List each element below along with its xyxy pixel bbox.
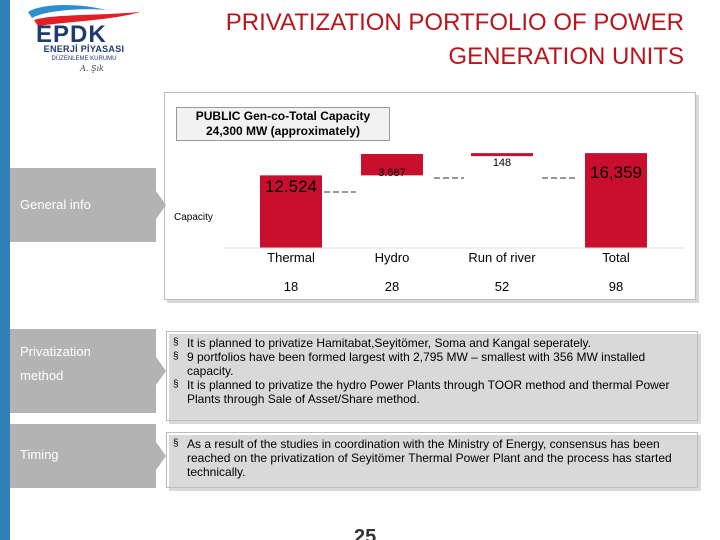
logo-signature: A. Şık (80, 64, 104, 73)
tab-pointer (156, 357, 166, 385)
category-label-hydro: Hydro (374, 250, 410, 265)
tab-pointer (156, 191, 166, 219)
bullet-text: 9 portfolios have been formed largest wi… (187, 350, 646, 378)
bar-thermal (260, 175, 322, 248)
logo-name: ENERJİ PİYASASI (43, 44, 125, 54)
category-label-total: Total (602, 250, 630, 265)
tab-pointer (156, 442, 166, 470)
section-tab-general-info: General info (10, 168, 166, 242)
total-capacity-line-1: PUBLIC Gen-co-Total Capacity (195, 109, 371, 123)
unit-count-total: 98 (608, 279, 624, 294)
total-capacity-box: PUBLIC Gen-co-Total Capacity 24,300 MW (… (176, 107, 390, 141)
section-label-method: method (20, 368, 64, 383)
epdk-logo-mark: EPDK (28, 5, 140, 48)
section-tab-privatization-method: Privatization method (10, 329, 166, 413)
section-label-general: General info (20, 197, 91, 212)
page-number: 25 (354, 526, 377, 540)
bullet-mark: § (173, 351, 179, 362)
bullet-item: § As a result of the studies in coordinat… (171, 437, 689, 479)
bar-total (585, 153, 647, 248)
bullet-item: § 9 portfolios have been formed largest w… (171, 350, 689, 378)
bar-value-label: 12.524 (265, 177, 317, 196)
bar-hydro (361, 153, 423, 176)
timing-box-shadow (169, 435, 701, 491)
total-capacity-line-2: 24,300 MW (approximately) (205, 124, 361, 138)
section-tab-timing: Timing (10, 424, 166, 488)
capacity-chart: Capacity 12.524 3.687 148 16,359 (174, 153, 684, 249)
chart-ylabel: Capacity (174, 212, 213, 223)
privatization-box-shadow (169, 334, 701, 424)
timing-bullets-box: § As a result of the studies in coordinat… (166, 432, 698, 488)
title-line-1: PRIVATIZATION PORTFOLIO OF POWER (225, 9, 684, 36)
bullet-text: It is planned to privatize Hamitabat,Sey… (187, 336, 591, 350)
category-label-run-of-river: Run of river (468, 250, 536, 265)
bar-value-label: 148 (493, 157, 511, 169)
bullet-mark: § (173, 379, 179, 390)
category-label-thermal: Thermal (267, 250, 315, 265)
bullet-mark: § (173, 438, 179, 449)
title-line-2: GENERATION UNITS (448, 43, 684, 70)
bar-value-label: 3.687 (378, 167, 406, 179)
bar-run-of-river (471, 153, 533, 157)
logo-subtitle: DÜZENLEME KURUMU (51, 56, 117, 62)
unit-count-run-of-river: 52 (494, 279, 510, 294)
section-label-privatization: Privatization (20, 344, 91, 359)
unit-count-thermal: 18 (283, 279, 299, 294)
unit-count-hydro: 28 (384, 279, 400, 294)
bullet-mark: § (173, 337, 179, 348)
bar-value-label: 16,359 (590, 163, 642, 182)
left-accent-bar (0, 0, 10, 540)
privatization-bullets-box: § It is planned to privatize Hamitabat,Se… (166, 331, 698, 421)
bullet-text: As a result of the studies in coordinati… (187, 437, 672, 479)
bullet-item: § It is planned to privatize Hamitabat,Se… (171, 336, 689, 350)
bullet-item: § It is planned to privatize the hydro Po… (171, 378, 689, 406)
bullet-text: It is planned to privatize the hydro Pow… (187, 378, 670, 406)
svg-text:EPDK: EPDK (36, 21, 107, 48)
page-title: PRIVATIZATION PORTFOLIO OF POWER GENERAT… (164, 6, 684, 74)
section-label-timing: Timing (20, 447, 59, 462)
epdk-logo: EPDK ENERJİ PİYASASI DÜZENLEME KURUMU A.… (14, 4, 154, 84)
